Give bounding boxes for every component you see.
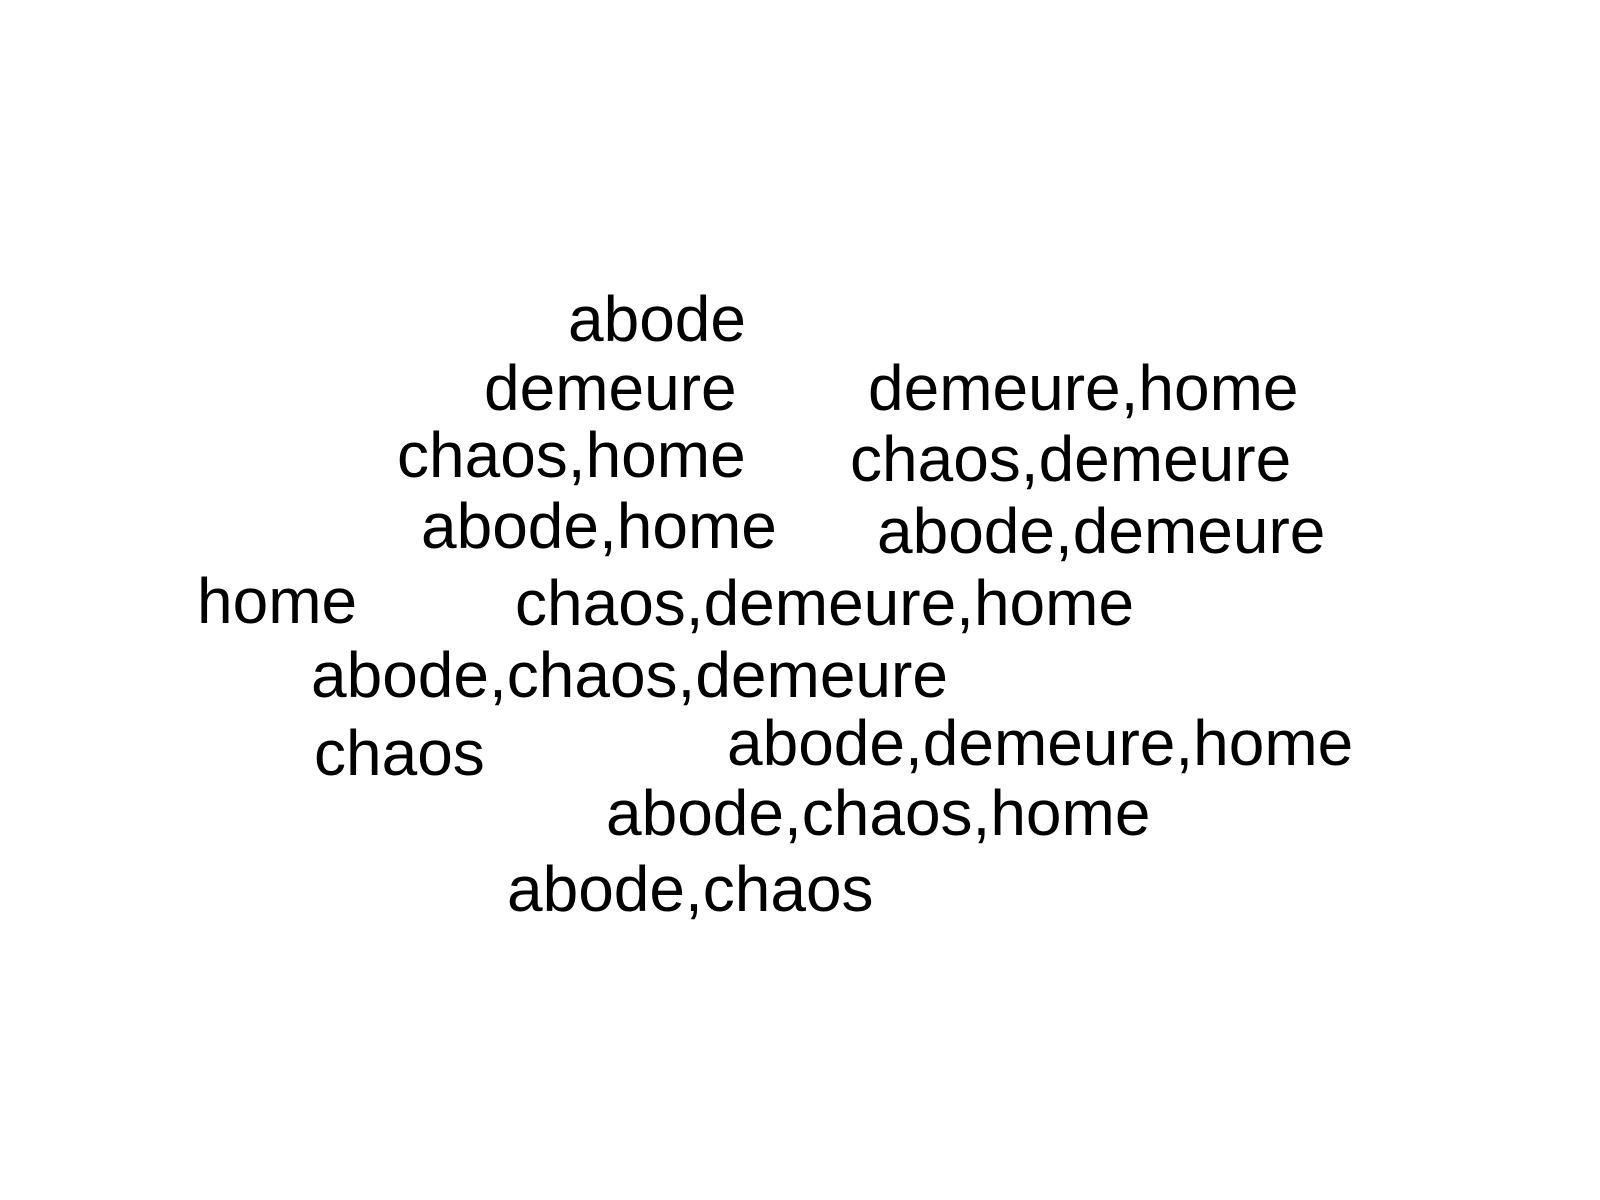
word-label: demeure,home <box>868 352 1299 424</box>
word-label: abode,chaos <box>507 853 874 925</box>
word-label: chaos,demeure,home <box>515 567 1135 639</box>
word-label: abode,demeure <box>877 495 1326 567</box>
word-label: chaos,home <box>397 419 746 491</box>
word-label: abode,chaos,demeure <box>311 639 948 711</box>
word-label: home <box>197 565 358 637</box>
word-label: abode,chaos,home <box>606 777 1151 849</box>
word-label: abode <box>568 283 746 355</box>
word-label: abode,home <box>421 490 777 562</box>
word-label: chaos <box>314 717 485 789</box>
word-label: demeure <box>484 352 737 424</box>
word-label: chaos,demeure <box>850 423 1292 495</box>
word-label: abode,demeure,home <box>727 707 1354 779</box>
